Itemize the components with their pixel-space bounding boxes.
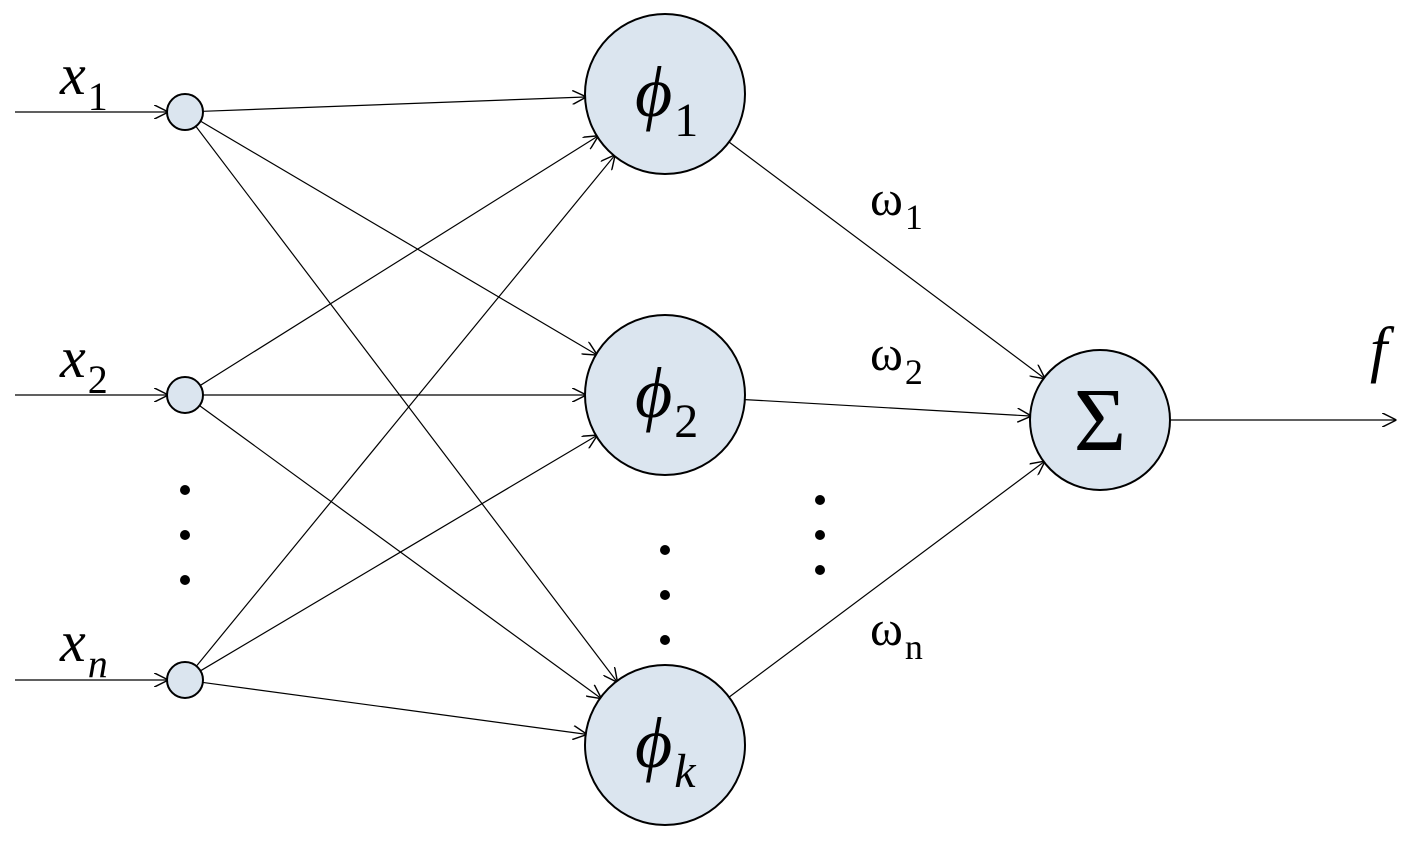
input-ellipsis [180, 530, 190, 540]
input-ellipsis [180, 485, 190, 495]
sum-label: Σ [1074, 371, 1126, 470]
input-label: xn [59, 609, 108, 686]
edge [745, 400, 1030, 416]
edge [203, 97, 585, 111]
input-label: x1 [59, 42, 108, 119]
edge [203, 682, 586, 734]
input-node [167, 662, 203, 698]
hidden-ellipsis [815, 530, 825, 540]
input-ellipsis [180, 575, 190, 585]
hidden-ellipsis [815, 565, 825, 575]
edge [729, 462, 1044, 697]
edge [200, 137, 597, 386]
input-label: x2 [59, 325, 108, 402]
weight-label: ωn [870, 600, 923, 667]
hidden-ellipsis [815, 495, 825, 505]
weight-label: ω2 [870, 325, 923, 392]
edge [201, 121, 597, 354]
weight-label: ω1 [870, 170, 923, 237]
hidden-ellipsis [660, 590, 670, 600]
output-label: f [1370, 316, 1395, 384]
hidden-ellipsis [660, 635, 670, 645]
edge [200, 436, 596, 671]
input-node [167, 377, 203, 413]
rbf-network-diagram: x1x2xnϕ1ϕ2ϕkΣfω1ω2ωn [0, 0, 1426, 854]
input-node [167, 94, 203, 130]
edge [196, 126, 617, 681]
edge [196, 156, 614, 666]
hidden-ellipsis [660, 545, 670, 555]
